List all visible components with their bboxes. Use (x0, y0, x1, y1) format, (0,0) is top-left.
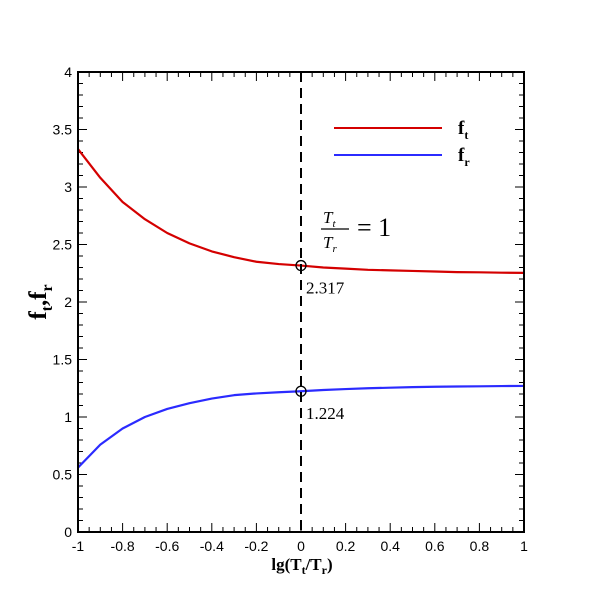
marker-label: 2.317 (306, 279, 345, 298)
ratio-numerator: Tt (323, 208, 336, 230)
y-tick-label: 3 (64, 179, 72, 195)
marker-point (295, 259, 307, 272)
x-tick-label: 0 (297, 538, 305, 554)
y-tick-label: 2.5 (53, 237, 73, 253)
x-tick-label: -0.8 (111, 538, 135, 554)
marker-point (295, 385, 307, 397)
y-tick-label: 1 (64, 409, 72, 425)
y-tick-label: 1.5 (53, 352, 73, 368)
series-layer (77, 148, 525, 469)
x-tick-label: 0.4 (380, 538, 400, 554)
x-tick-label: 0.6 (425, 538, 445, 554)
x-tick-label: 0.8 (470, 538, 490, 554)
x-tick-label: -1 (72, 538, 85, 554)
marker-label: 1.224 (306, 404, 345, 423)
y-tick-label: 0.5 (53, 467, 73, 483)
x-axis-title: lg(Tt/Tr) (271, 555, 332, 577)
y-tick-label: 2 (64, 294, 72, 310)
legend: ft fr (334, 118, 470, 169)
ratio-rhs: = 1 (357, 213, 391, 242)
y-tick-label: 4 (64, 64, 72, 80)
legend-label-f-t: ft (458, 118, 468, 142)
ratio-denominator: Tr (323, 233, 337, 255)
legend-label-f-r: fr (458, 145, 470, 169)
x-tick-label: -0.6 (155, 538, 179, 554)
ticks-layer: -1 -0.8 -0.6 -0.4 -0.2 0 0.2 0.4 0.6 0.8 1 0 0.5 1 1.5… (53, 64, 529, 554)
marker-layer: 2.317 1.224 (295, 259, 345, 423)
plot-frame (77, 71, 525, 533)
ratio-annotation: Tt Tr = 1 (321, 208, 391, 255)
x-tick-label: 0.2 (336, 538, 356, 554)
x-tick-label: -0.2 (244, 538, 268, 554)
y-axis-title: ft,fr (25, 284, 56, 319)
y-tick-label: 3.5 (53, 122, 73, 138)
x-tick-label: -0.4 (200, 538, 224, 554)
series-line-f-r (77, 384, 525, 469)
y-tick-label: 0 (64, 524, 72, 540)
x-tick-label: 1 (520, 538, 528, 554)
